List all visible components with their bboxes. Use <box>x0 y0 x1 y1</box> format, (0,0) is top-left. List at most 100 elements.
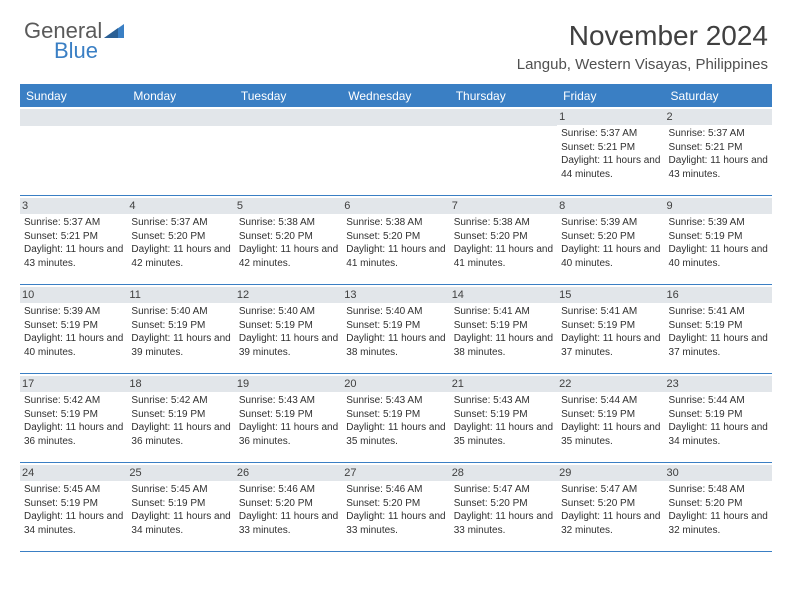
week-row: 17Sunrise: 5:42 AMSunset: 5:19 PMDayligh… <box>20 374 772 463</box>
daylight-text: Daylight: 11 hours and 44 minutes. <box>561 154 660 181</box>
sunrise-text: Sunrise: 5:41 AM <box>561 305 660 319</box>
day-number: 2 <box>665 109 772 125</box>
day-number: 27 <box>342 465 449 481</box>
day-cell: 18 Sunrise: 5:42 AMSunset: 5:19 PMDayligh… <box>127 374 234 462</box>
sunrise-text: Sunrise: 5:41 AM <box>454 305 553 319</box>
sunset-text: Sunset: 5:21 PM <box>669 141 768 155</box>
day-number: 4 <box>127 198 234 214</box>
sunrise-text: Sunrise: 5:42 AM <box>131 394 230 408</box>
sunrise-text: Sunrise: 5:40 AM <box>131 305 230 319</box>
day-cell: 20Sunrise: 5:43 AMSunset: 5:19 PMDayligh… <box>342 374 449 462</box>
day-number: 23 <box>665 376 772 392</box>
logo-triangle-icon <box>104 25 124 42</box>
day-cell <box>235 107 342 195</box>
sunset-text: Sunset: 5:20 PM <box>239 497 338 511</box>
sunrise-text: Sunrise: 5:43 AM <box>239 394 338 408</box>
day-number <box>20 109 127 126</box>
sunset-text: Sunset: 5:20 PM <box>669 497 768 511</box>
daylight-text: Daylight: 11 hours and 41 minutes. <box>346 243 445 270</box>
daylight-text: Daylight: 11 hours and 40 minutes. <box>561 243 660 270</box>
day-cell: 16Sunrise: 5:41 AMSunset: 5:19 PMDayligh… <box>665 285 772 373</box>
day-cell: 14 Sunrise: 5:41 AMSunset: 5:19 PMDayligh… <box>450 285 557 373</box>
sunset-text: Sunset: 5:19 PM <box>24 319 123 333</box>
sunset-text: Sunset: 5:19 PM <box>669 319 768 333</box>
daylight-text: Daylight: 11 hours and 33 minutes. <box>346 510 445 537</box>
sunrise-text: Sunrise: 5:37 AM <box>561 127 660 141</box>
day-cell: 29Sunrise: 5:47 AMSunset: 5:20 PMDayligh… <box>557 463 664 551</box>
sunset-text: Sunset: 5:20 PM <box>346 230 445 244</box>
day-cell: 6Sunrise: 5:38 AMSunset: 5:20 PMDaylight… <box>342 196 449 284</box>
sunrise-text: Sunrise: 5:39 AM <box>561 216 660 230</box>
sunset-text: Sunset: 5:20 PM <box>454 497 553 511</box>
daylight-text: Daylight: 11 hours and 35 minutes. <box>561 421 660 448</box>
sunset-text: Sunset: 5:19 PM <box>669 408 768 422</box>
daylight-text: Daylight: 11 hours and 35 minutes. <box>454 421 553 448</box>
daylight-text: Daylight: 11 hours and 32 minutes. <box>669 510 768 537</box>
sunrise-text: Sunrise: 5:46 AM <box>346 483 445 497</box>
day-number: 18 <box>127 376 234 392</box>
sunset-text: Sunset: 5:20 PM <box>561 230 660 244</box>
day-number <box>342 109 449 126</box>
day-number: 25 <box>127 465 234 481</box>
day-cell: 22Sunrise: 5:44 AMSunset: 5:19 PMDayligh… <box>557 374 664 462</box>
sunset-text: Sunset: 5:19 PM <box>131 408 230 422</box>
daylight-text: Daylight: 11 hours and 38 minutes. <box>454 332 553 359</box>
day-number: 12 <box>235 287 342 303</box>
daylight-text: Daylight: 11 hours and 39 minutes. <box>131 332 230 359</box>
daylight-text: Daylight: 11 hours and 36 minutes. <box>131 421 230 448</box>
month-title: November 2024 <box>517 20 768 52</box>
sunset-text: Sunset: 5:19 PM <box>346 408 445 422</box>
day-header-row: SundayMondayTuesdayWednesdayThursdayFrid… <box>20 84 772 107</box>
day-header-cell: Wednesday <box>342 85 449 107</box>
daylight-text: Daylight: 11 hours and 36 minutes. <box>239 421 338 448</box>
day-number: 26 <box>235 465 342 481</box>
day-cell: 7Sunrise: 5:38 AMSunset: 5:20 PMDaylight… <box>450 196 557 284</box>
daylight-text: Daylight: 11 hours and 32 minutes. <box>561 510 660 537</box>
sunset-text: Sunset: 5:19 PM <box>131 319 230 333</box>
day-number: 14 <box>450 287 557 303</box>
daylight-text: Daylight: 11 hours and 42 minutes. <box>131 243 230 270</box>
weeks-container: 1 Sunrise: 5:37 AM Sunset: 5:21 PM Daylight… <box>20 107 772 552</box>
sunrise-text: Sunrise: 5:40 AM <box>346 305 445 319</box>
day-number: 1 <box>557 109 664 125</box>
day-number: 11 <box>127 287 234 303</box>
sunset-text: Sunset: 5:20 PM <box>454 230 553 244</box>
daylight-text: Daylight: 11 hours and 39 minutes. <box>239 332 338 359</box>
day-header-cell: Thursday <box>450 85 557 107</box>
sunrise-text: Sunrise: 5:43 AM <box>454 394 553 408</box>
sunrise-text: Sunrise: 5:46 AM <box>239 483 338 497</box>
day-cell: 11 Sunrise: 5:40 AMSunset: 5:19 PMDayligh… <box>127 285 234 373</box>
week-row: 1 Sunrise: 5:37 AM Sunset: 5:21 PM Daylight… <box>20 107 772 196</box>
day-number: 8 <box>557 198 664 214</box>
sunrise-text: Sunrise: 5:45 AM <box>24 483 123 497</box>
day-cell <box>127 107 234 195</box>
day-number: 20 <box>342 376 449 392</box>
week-row: 24Sunrise: 5:45 AMSunset: 5:19 PMDayligh… <box>20 463 772 552</box>
calendar: SundayMondayTuesdayWednesdayThursdayFrid… <box>20 84 772 552</box>
day-number: 21 <box>450 376 557 392</box>
day-cell: 21Sunrise: 5:43 AMSunset: 5:19 PMDayligh… <box>450 374 557 462</box>
week-row: 10Sunrise: 5:39 AMSunset: 5:19 PMDayligh… <box>20 285 772 374</box>
sunset-text: Sunset: 5:20 PM <box>131 230 230 244</box>
daylight-text: Daylight: 11 hours and 40 minutes. <box>669 243 768 270</box>
day-cell: 3Sunrise: 5:37 AMSunset: 5:21 PMDaylight… <box>20 196 127 284</box>
sunset-text: Sunset: 5:19 PM <box>669 230 768 244</box>
sunrise-text: Sunrise: 5:38 AM <box>346 216 445 230</box>
day-number: 16 <box>665 287 772 303</box>
logo: General Blue <box>24 18 124 64</box>
daylight-text: Daylight: 11 hours and 34 minutes. <box>131 510 230 537</box>
day-cell: 25Sunrise: 5:45 AMSunset: 5:19 PMDayligh… <box>127 463 234 551</box>
week-row: 3Sunrise: 5:37 AMSunset: 5:21 PMDaylight… <box>20 196 772 285</box>
sunset-text: Sunset: 5:20 PM <box>239 230 338 244</box>
sunset-text: Sunset: 5:20 PM <box>346 497 445 511</box>
day-number: 30 <box>665 465 772 481</box>
sunset-text: Sunset: 5:19 PM <box>454 319 553 333</box>
day-cell: 5Sunrise: 5:38 AMSunset: 5:20 PMDaylight… <box>235 196 342 284</box>
daylight-text: Daylight: 11 hours and 36 minutes. <box>24 421 123 448</box>
sunrise-text: Sunrise: 5:38 AM <box>239 216 338 230</box>
daylight-text: Daylight: 11 hours and 33 minutes. <box>239 510 338 537</box>
sunrise-text: Sunrise: 5:47 AM <box>561 483 660 497</box>
sunrise-text: Sunrise: 5:41 AM <box>669 305 768 319</box>
daylight-text: Daylight: 11 hours and 35 minutes. <box>346 421 445 448</box>
day-number: 28 <box>450 465 557 481</box>
